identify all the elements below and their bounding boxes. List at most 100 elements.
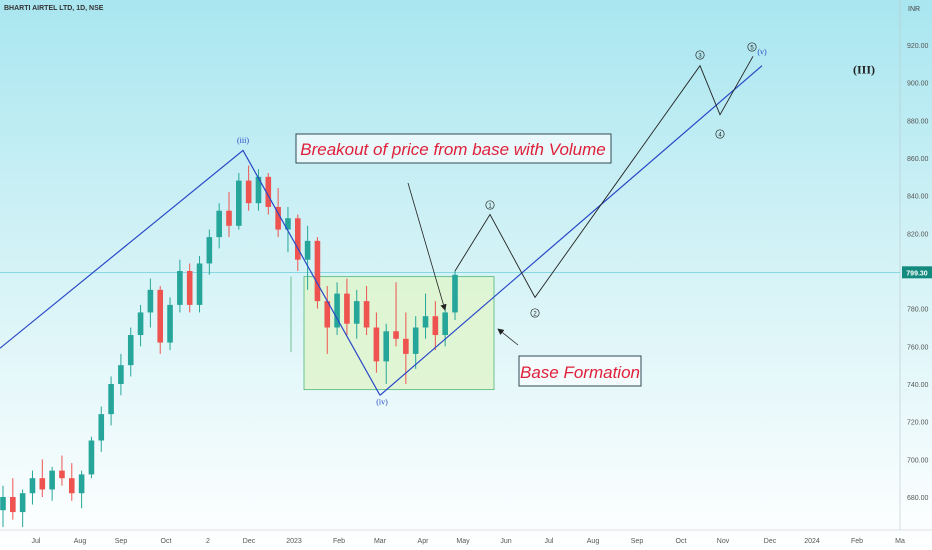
x-tick-label: Sep <box>631 538 644 545</box>
x-tick-label: Nov <box>717 538 730 545</box>
last-price-tag: 799.30 <box>906 270 928 277</box>
y-tick-label: 900.00 <box>907 81 929 88</box>
candle-body <box>255 176 262 204</box>
candle-body <box>314 240 321 302</box>
candle-body <box>59 470 65 479</box>
x-tick-label: Jun <box>500 538 511 545</box>
candle-body <box>127 335 134 366</box>
y-tick-label: 740.00 <box>907 382 929 389</box>
candle-body <box>245 180 252 204</box>
candle-body <box>137 312 144 336</box>
x-tick-label: Sep <box>115 538 128 545</box>
trend-line <box>379 65 763 396</box>
x-tick-label: Feb <box>851 538 863 545</box>
candle-body <box>304 240 311 260</box>
candle-body <box>432 316 439 336</box>
candle-body <box>236 180 242 226</box>
x-tick-label: Jul <box>545 538 554 545</box>
wave-line <box>0 149 381 396</box>
wave-label: (iv) <box>376 398 388 407</box>
candle-body <box>147 289 154 313</box>
candle-body <box>29 478 36 494</box>
breakout-arrow <box>407 182 447 311</box>
candle-body <box>177 271 183 305</box>
x-tick-label: 2 <box>206 538 210 545</box>
projection-path <box>454 56 754 299</box>
y-tick-label: 680.00 <box>907 495 929 502</box>
candle-body <box>39 478 46 490</box>
candle-body <box>49 470 55 490</box>
x-tick-label: 2023 <box>286 538 302 545</box>
candle-body <box>363 301 370 328</box>
candle-body <box>186 271 193 305</box>
x-tick-label: Jul <box>32 538 41 545</box>
x-tick-label: May <box>456 538 470 545</box>
candle-body <box>19 493 26 513</box>
wave-label: (iii) <box>237 136 249 145</box>
y-tick-label: 840.00 <box>907 194 929 201</box>
candle-body <box>78 474 85 494</box>
candle-body <box>118 365 124 384</box>
x-tick-label: Mar <box>374 538 387 545</box>
projection-label: 4 <box>718 132 722 138</box>
candle-body <box>226 210 232 226</box>
y-tick-label: 920.00 <box>907 43 929 50</box>
symbol-title: BHARTI AIRTEL LTD, 1D, NSE <box>4 5 104 12</box>
x-tick-label: Aug <box>587 538 600 545</box>
candle-body <box>206 237 213 264</box>
x-tick-label: Dec <box>243 538 256 545</box>
projection-circle <box>715 129 725 139</box>
candle-body <box>216 210 222 238</box>
x-tick-label: Apr <box>418 538 430 545</box>
candle-body <box>353 301 360 324</box>
candle-body <box>88 440 95 475</box>
projection-label: 3 <box>698 53 702 59</box>
base-arrow <box>497 328 519 346</box>
breakout-note-box <box>295 133 612 164</box>
y-tick-label: 720.00 <box>907 420 929 427</box>
projection-circle <box>695 50 705 60</box>
x-tick-label: Oct <box>161 538 172 545</box>
x-tick-label: Feb <box>333 538 345 545</box>
projection-circle <box>747 42 757 52</box>
candle-body <box>108 384 114 415</box>
x-tick-label: Dec <box>764 538 777 545</box>
candle-body <box>167 304 173 343</box>
base-note: Base Formation <box>520 363 640 382</box>
currency-label: INR <box>908 6 921 13</box>
x-tick-label: Aug <box>74 538 87 545</box>
projection-circle <box>530 308 540 318</box>
base-note-box <box>518 355 642 387</box>
candle-body <box>294 218 301 260</box>
base-box <box>303 276 495 391</box>
projection-circle <box>485 200 495 210</box>
projection-label: 5 <box>750 45 754 51</box>
y-tick-label: 700.00 <box>907 457 929 464</box>
candle-body <box>10 497 16 513</box>
x-tick-label: Ma <box>895 538 905 545</box>
y-tick-label: 860.00 <box>907 156 929 163</box>
candle-body <box>422 316 429 328</box>
last-price-tag-bg <box>902 266 932 279</box>
y-tick-label: 880.00 <box>907 118 929 125</box>
x-tick-label: 2024 <box>804 538 820 545</box>
candle-body <box>452 274 458 313</box>
candle-body <box>403 338 409 354</box>
candle-body <box>196 263 203 305</box>
candle-body <box>393 331 399 339</box>
candle-body <box>98 414 105 441</box>
x-tick-label: Oct <box>676 538 687 545</box>
wave-label: (v) <box>757 47 767 56</box>
projection-label: 1 <box>488 203 492 209</box>
candle-body <box>285 218 291 230</box>
candle-body <box>275 206 281 230</box>
candle-body <box>373 327 380 362</box>
candle-body <box>383 331 390 362</box>
candle-body <box>0 497 6 511</box>
candle-body <box>265 176 272 207</box>
y-tick-label: 820.00 <box>907 231 929 238</box>
candle-body <box>68 478 75 494</box>
projection-label: 2 <box>533 311 537 317</box>
